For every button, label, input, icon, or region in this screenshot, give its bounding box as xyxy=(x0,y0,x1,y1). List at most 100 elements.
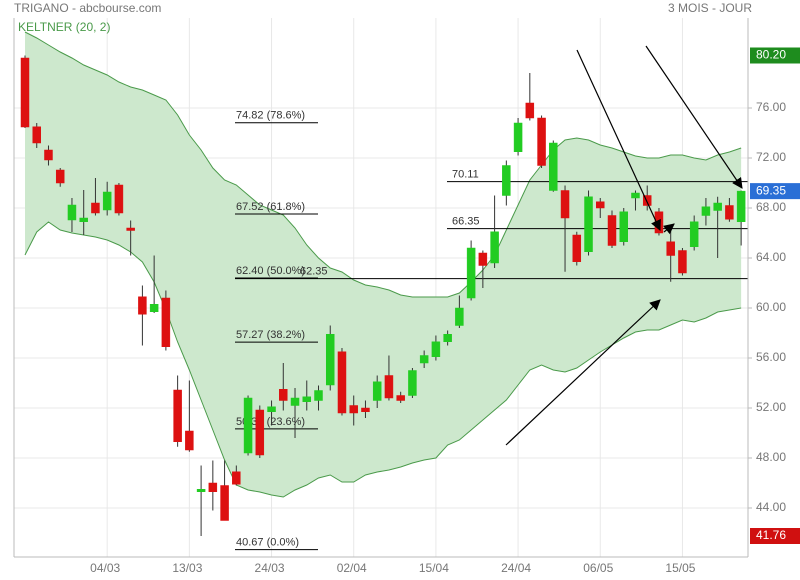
candle-body xyxy=(689,221,699,247)
fib-label: 57.27 (38.2%) xyxy=(236,329,305,341)
candle-body xyxy=(325,334,335,386)
candle-body xyxy=(267,406,276,412)
candle-body xyxy=(666,241,675,256)
candle-body xyxy=(114,184,124,214)
y-tick-label: 44.00 xyxy=(756,500,786,514)
fib-label: 50.33 (23.6%) xyxy=(236,416,305,428)
arrow xyxy=(645,45,743,189)
candle-body xyxy=(607,215,617,246)
candle-body xyxy=(678,250,687,274)
price-marker-label: 80.20 xyxy=(756,48,786,62)
candle-body xyxy=(502,165,511,196)
candle-body xyxy=(419,355,429,364)
arrow xyxy=(505,299,661,446)
fib-label: 40.67 (0.0%) xyxy=(236,537,299,549)
candle-body xyxy=(314,390,323,401)
candle-body xyxy=(572,234,582,262)
candle-body xyxy=(243,397,253,454)
candle-body xyxy=(701,206,711,216)
chart-subtitle: 3 MOIS - JOUR xyxy=(668,1,752,15)
x-tick-label: 24/03 xyxy=(255,561,285,575)
level-label: 62.35 xyxy=(300,266,328,278)
candle-body xyxy=(67,204,77,221)
candle-body xyxy=(384,375,394,399)
candle-body xyxy=(79,217,88,222)
price-marker xyxy=(750,47,800,64)
x-tick-label: 02/04 xyxy=(337,561,367,575)
candle-body xyxy=(196,489,206,492)
candle-body xyxy=(431,341,441,357)
candle-body xyxy=(44,149,53,161)
candle-body xyxy=(584,196,593,252)
channel-fill xyxy=(25,32,742,497)
annotations xyxy=(505,45,743,446)
channel-upper xyxy=(24,31,742,298)
y-tick-label: 48.00 xyxy=(756,450,786,464)
x-tick-label: 15/04 xyxy=(419,561,449,575)
candle-body xyxy=(478,252,488,266)
channel xyxy=(24,31,742,498)
candles xyxy=(20,55,746,536)
y-tick-label: 56.00 xyxy=(756,350,786,364)
x-tick-label: 04/03 xyxy=(90,561,120,575)
chart-title: TRIGANO - abcbourse.com xyxy=(14,1,161,15)
candle-body xyxy=(220,485,229,521)
candle-body xyxy=(619,211,628,242)
y-tick-label: 60.00 xyxy=(756,300,786,314)
candle-body xyxy=(232,471,241,485)
fib-label: 62.40 (50.0%) xyxy=(236,265,305,277)
candle-body xyxy=(173,389,182,442)
candle-body xyxy=(20,57,30,128)
candle-body xyxy=(372,381,382,401)
price-marker xyxy=(750,528,800,544)
candle-body xyxy=(736,190,746,222)
candle-body xyxy=(349,405,358,414)
level-label: 70.11 xyxy=(452,169,479,181)
fib-label: 74.82 (78.6%) xyxy=(236,110,305,122)
candle-body xyxy=(455,307,464,326)
price-marker xyxy=(750,183,800,200)
arrow xyxy=(663,223,675,235)
candle-body xyxy=(102,191,112,211)
candle-body xyxy=(337,351,347,414)
candle-body xyxy=(279,389,288,401)
x-tick-label: 24/04 xyxy=(501,561,531,575)
candle-body xyxy=(208,482,218,492)
price-marker-label: 41.76 xyxy=(756,528,786,542)
candle-body xyxy=(642,195,652,206)
candle-body xyxy=(631,192,640,199)
candle-body xyxy=(725,205,734,220)
channel-lower xyxy=(24,221,742,498)
legend-entry: KELTNER (20, 2) xyxy=(18,20,110,34)
arrow xyxy=(576,49,661,231)
candle-body xyxy=(396,395,405,401)
y-tick-label: 52.00 xyxy=(756,400,786,414)
candle-body xyxy=(91,202,100,214)
candle-body xyxy=(490,231,499,264)
candle-body xyxy=(126,227,135,231)
candle-body xyxy=(302,396,312,402)
y-tick-label: 76.00 xyxy=(756,100,786,114)
price-marker-label: 69.35 xyxy=(756,183,786,197)
candle-body xyxy=(290,397,300,406)
x-tick-label: 13/03 xyxy=(172,561,202,575)
candle-body xyxy=(149,304,159,312)
candle-body xyxy=(161,297,171,347)
candle-body xyxy=(713,202,722,211)
candle-body xyxy=(138,296,147,315)
candle-body xyxy=(55,169,65,184)
candle-body xyxy=(466,247,476,299)
levels: 74.82 (78.6%) 67.52 (61.8%) 62.40 (50.0%) 5… xyxy=(235,110,748,551)
candle-body xyxy=(596,201,605,209)
candle-body xyxy=(513,122,523,152)
y-tick-label: 64.00 xyxy=(756,250,786,264)
y-tick-label: 72.00 xyxy=(756,150,786,164)
fib-label: 67.52 (61.8%) xyxy=(236,201,305,213)
candle-body xyxy=(408,370,417,396)
candle-body xyxy=(549,142,558,191)
y-tick-label: 68.00 xyxy=(756,200,786,214)
candle-body xyxy=(185,430,194,451)
candle-body xyxy=(443,334,452,342)
x-tick-label: 06/05 xyxy=(583,561,613,575)
